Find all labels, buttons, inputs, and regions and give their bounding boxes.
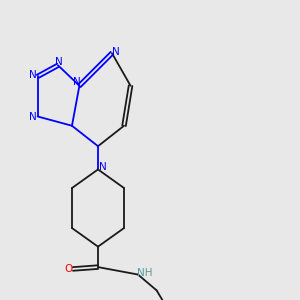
Text: N: N <box>55 57 63 67</box>
Text: N: N <box>73 77 80 87</box>
Text: N: N <box>29 70 36 80</box>
Text: N: N <box>29 112 36 122</box>
Text: N: N <box>112 47 120 57</box>
Text: N: N <box>99 162 107 172</box>
Text: O: O <box>65 264 73 274</box>
Text: NH: NH <box>137 268 153 278</box>
